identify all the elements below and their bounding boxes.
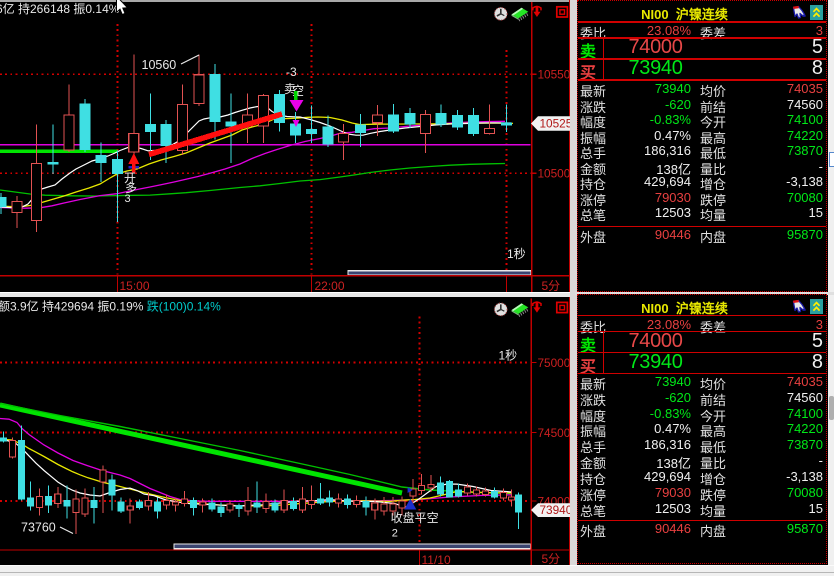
svg-text:空: 空 bbox=[292, 84, 304, 98]
svg-text:22:00: 22:00 bbox=[315, 279, 345, 292]
svg-text:74500: 74500 bbox=[538, 425, 571, 439]
svg-text:11/10: 11/10 bbox=[422, 553, 451, 567]
svg-text:5分: 5分 bbox=[542, 552, 561, 566]
svg-text:10525: 10525 bbox=[540, 116, 571, 130]
svg-text:6亿 持266148 振0.14%: 6亿 持266148 振0.14% bbox=[0, 1, 120, 16]
svg-text:1秒: 1秒 bbox=[499, 348, 518, 362]
svg-text:10560: 10560 bbox=[142, 58, 177, 72]
svg-text:10550: 10550 bbox=[538, 68, 571, 82]
svg-text:73940: 73940 bbox=[540, 503, 571, 517]
svg-text:10500: 10500 bbox=[538, 167, 571, 181]
svg-text:1秒: 1秒 bbox=[507, 247, 526, 261]
svg-text:73760: 73760 bbox=[21, 520, 56, 534]
svg-text:收盘平空: 收盘平空 bbox=[391, 510, 439, 525]
svg-text:75000: 75000 bbox=[538, 355, 571, 369]
svg-text:5分: 5分 bbox=[542, 279, 561, 292]
svg-text:卖: 卖 bbox=[284, 82, 296, 96]
svg-text:开: 开 bbox=[124, 171, 136, 185]
svg-text:额3.9亿 持429694 振0.19% 跌(100)0.1: 额3.9亿 持429694 振0.19% 跌(100)0.14% bbox=[0, 298, 221, 313]
svg-text:3: 3 bbox=[125, 193, 131, 205]
svg-text:-3: -3 bbox=[286, 65, 297, 79]
svg-text:15:00: 15:00 bbox=[120, 279, 150, 292]
svg-text:多: 多 bbox=[125, 181, 137, 195]
svg-text:2: 2 bbox=[392, 527, 398, 539]
